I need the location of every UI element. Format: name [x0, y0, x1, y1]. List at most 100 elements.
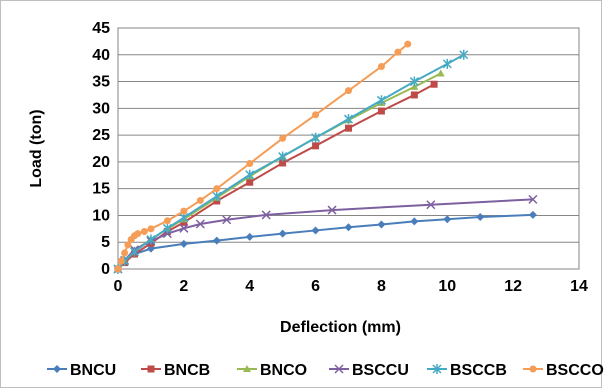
series-line-bnco	[117, 72, 442, 270]
data-point-bsccb	[129, 246, 139, 257]
series-bnco	[114, 69, 445, 272]
data-point-bscco	[394, 48, 402, 56]
data-point-bsccb	[442, 58, 452, 69]
data-point-bsccb	[278, 151, 288, 162]
data-point-bscco	[114, 265, 122, 273]
data-point-bsccu	[179, 223, 189, 233]
data-point-bsccu	[327, 205, 337, 215]
legend-marker-bscco	[529, 365, 537, 373]
data-point-bsccb	[409, 76, 419, 87]
data-point-bncu	[443, 215, 452, 224]
data-point-bsccb	[245, 169, 255, 180]
legend-item-bsccu: BSCCU	[329, 362, 409, 379]
legend-marker-bsccu	[334, 364, 344, 374]
data-point-bncu	[278, 229, 287, 238]
data-point-bscco	[377, 63, 385, 71]
data-point-bncu	[179, 239, 188, 248]
data-point-bsccu	[261, 210, 271, 220]
legend-marker-bnco	[243, 365, 251, 372]
data-point-bsccu	[195, 219, 205, 229]
legend-label-bsccu: BSCCU	[352, 362, 409, 379]
legend-label-bscco: BSCCO	[546, 362, 604, 379]
x-tick-label: 14	[570, 278, 588, 295]
x-axis-ticks: 0 2 4 6 8 10 12 14	[114, 278, 588, 295]
legend-label-bsccb: BSCCB	[450, 362, 507, 379]
legend-item-bsccb: BSCCB	[427, 362, 507, 379]
y-tick-label: 25	[92, 127, 110, 144]
x-axis-title: Deflection (mm)	[280, 319, 401, 336]
data-point-bscco	[196, 196, 204, 204]
y-tick-label: 35	[92, 74, 110, 91]
data-point-bncu	[212, 236, 221, 245]
legend-item-bncu: BNCU	[47, 362, 116, 379]
data-point-bncb	[246, 178, 254, 186]
data-point-bscco	[134, 230, 142, 238]
data-point-bscco	[140, 228, 148, 236]
legend-label-bnco: BNCO	[260, 362, 307, 379]
data-point-bsccu	[528, 194, 538, 204]
legend-label-bncb: BNCB	[164, 362, 210, 379]
data-point-bscco	[213, 185, 221, 193]
x-tick-label: 8	[377, 278, 386, 295]
y-tick-label: 20	[92, 154, 110, 171]
data-point-bsccb	[311, 132, 321, 143]
y-tick-label: 45	[92, 20, 110, 37]
x-tick-label: 10	[438, 278, 456, 295]
y-tick-label: 30	[92, 100, 110, 117]
y-tick-label: 40	[92, 47, 110, 64]
legend-label-bncu: BNCU	[70, 362, 116, 379]
data-point-bscco	[121, 249, 129, 257]
data-point-bscco	[246, 159, 254, 167]
data-point-bsccb	[212, 191, 222, 202]
legend-item-bscco: BSCCO	[523, 362, 604, 379]
legend: BNCU BNCB BNCO BSCCU BSCCB BSCCO	[47, 362, 604, 379]
data-point-bscco	[163, 217, 171, 225]
series-bscco	[114, 40, 412, 273]
data-point-bscco	[180, 207, 188, 215]
data-point-bsccb	[459, 49, 469, 60]
data-point-bscco	[147, 225, 155, 233]
data-point-bncb	[345, 124, 352, 132]
data-point-bncu	[377, 220, 386, 229]
data-point-bsccu	[222, 215, 232, 225]
data-point-bncu	[476, 213, 485, 222]
data-point-bncu	[528, 210, 537, 219]
data-point-bscco	[124, 241, 132, 249]
data-point-bncb	[377, 107, 385, 115]
legend-marker-bncb	[147, 365, 155, 373]
legend-item-bnco: BNCO	[237, 362, 307, 379]
x-tick-label: 12	[504, 278, 522, 295]
y-tick-label: 10	[92, 207, 110, 224]
data-point-bscco	[404, 40, 412, 48]
y-tick-label: 5	[101, 234, 110, 251]
data-point-bncb	[430, 80, 438, 88]
x-tick-label: 4	[245, 278, 254, 295]
series-bncb	[114, 80, 438, 273]
y-axis-title: Load (ton)	[28, 109, 45, 187]
data-point-bscco	[117, 257, 125, 265]
x-tick-label: 0	[114, 278, 123, 295]
data-point-bncb	[279, 159, 287, 167]
series-line-bncb	[117, 83, 435, 270]
data-point-bncu	[344, 223, 353, 232]
legend-marker-bsccb	[432, 364, 442, 374]
y-tick-label: 0	[101, 261, 110, 278]
data-point-bncu	[245, 232, 254, 241]
series-line-bsccu	[117, 198, 533, 270]
data-point-bscco	[345, 87, 352, 95]
data-point-bsccb	[376, 95, 386, 106]
data-point-bncu	[410, 217, 419, 226]
legend-item-bncb: BNCB	[141, 362, 210, 379]
x-tick-label: 2	[179, 278, 188, 295]
data-point-bncb	[312, 142, 320, 150]
data-point-bsccb	[162, 223, 172, 234]
series-bsccb	[113, 49, 469, 274]
legend-marker-bncu	[53, 365, 61, 373]
y-axis-ticks: 0 5 10 15 20 25 30 35 40 45	[92, 20, 110, 278]
data-point-bscco	[279, 134, 287, 142]
data-point-bncb	[410, 91, 418, 99]
data-point-bsccb	[343, 114, 354, 125]
data-point-bncu	[311, 226, 320, 235]
